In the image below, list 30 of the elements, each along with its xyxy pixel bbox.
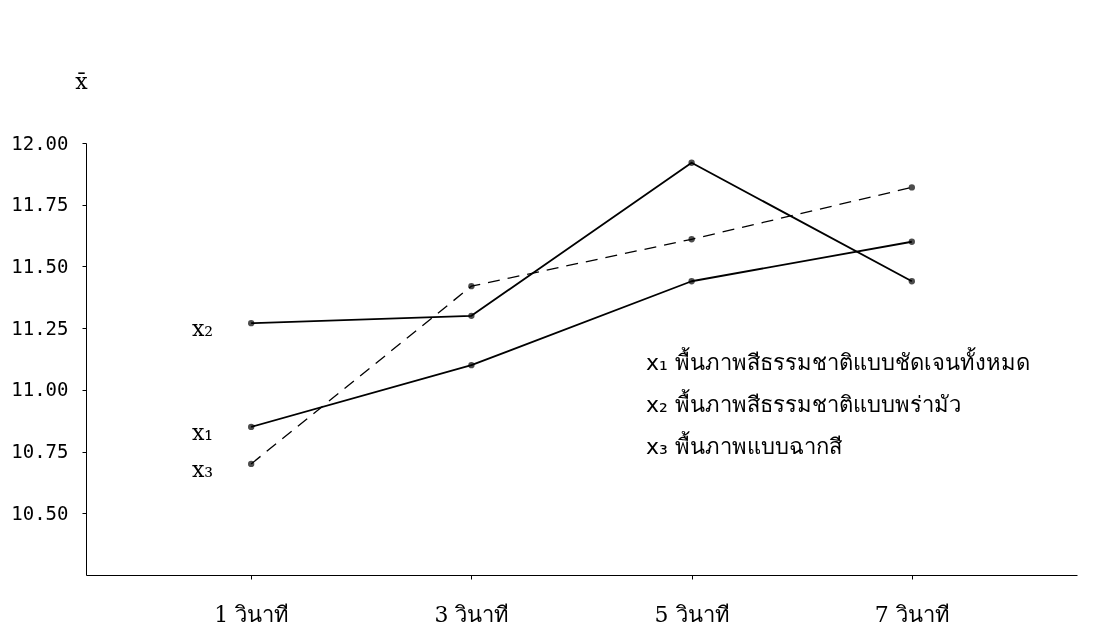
point (908, 238, 915, 245)
y-tick-label: 11.75 (11, 193, 69, 216)
point (688, 278, 695, 285)
y-tick-label: 11.25 (11, 316, 69, 339)
point (908, 278, 915, 285)
y-tick-label: 10.75 (11, 440, 69, 463)
y-tick-label: 11.00 (11, 378, 69, 401)
point (688, 159, 695, 166)
point (688, 236, 695, 243)
x-tick-label: 3 วินาที (434, 601, 510, 627)
series-label: x₃ (191, 456, 214, 482)
annotation: x₂ พื้นภาพสีธรรมชาติแบบพร่ามัว (646, 389, 961, 417)
y-axis-title: x̄ (75, 68, 89, 94)
point (468, 283, 475, 290)
series-label: x₁ (191, 419, 214, 445)
point (908, 184, 915, 191)
point (248, 460, 255, 468)
annotation: x₁ พื้นภาพสีธรรมชาติแบบชัดเจนทั้งหมด (646, 347, 1030, 375)
point (468, 312, 475, 319)
x-tick-label: 1 วินาที (214, 601, 290, 627)
annotation: x₃ พื้นภาพแบบฉากสี (646, 431, 843, 459)
point (468, 362, 475, 369)
x-tick-label: 7 วินาที (874, 601, 950, 627)
point (248, 320, 255, 327)
y-tick-label: 10.50 (11, 501, 69, 524)
series-label: x₂ (191, 316, 214, 342)
y-tick-label: 11.50 (11, 254, 69, 277)
x-tick-label: 5 วินาที (654, 601, 730, 627)
y-tick-label: 12.00 (11, 131, 69, 154)
point (248, 423, 255, 431)
